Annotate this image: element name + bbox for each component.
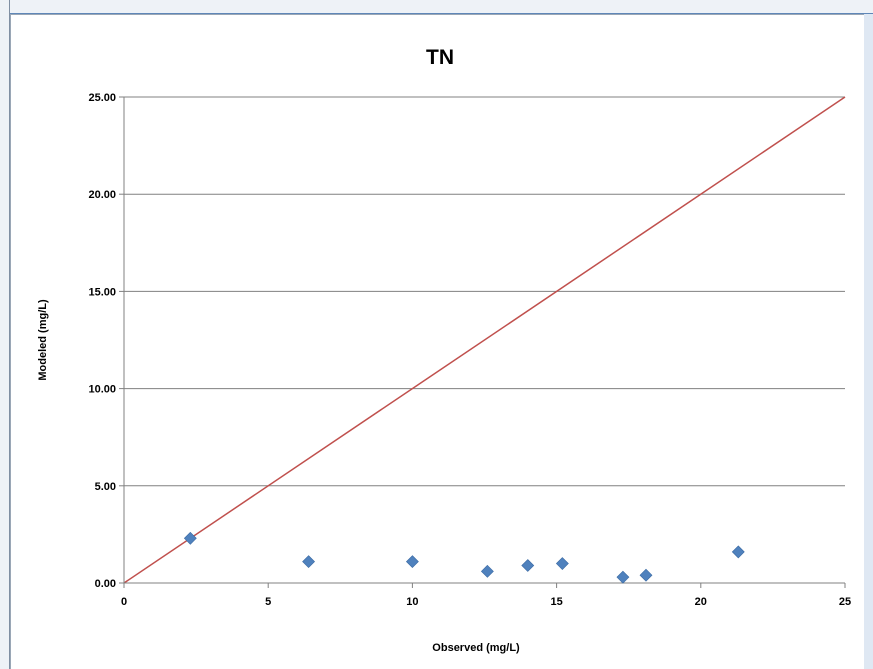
y-tick-label: 15.00	[88, 286, 116, 298]
data-point-diamond	[302, 555, 316, 569]
tick-labels: 0.00 5.00 10.00 15.00 20.00 25.00 0 5 10 15 20 25	[88, 92, 851, 608]
y-tick-label: 5.00	[95, 481, 116, 493]
one-to-one-line	[123, 96, 846, 584]
y-tick-label: 10.00	[88, 384, 116, 396]
data-point-diamond	[183, 531, 197, 545]
y-tick-label: 20.00	[88, 189, 116, 201]
y-axis-title: Modeled (mg/L)	[37, 299, 49, 381]
data-point-diamond	[731, 545, 745, 559]
window-left-edge	[0, 0, 10, 669]
data-point-diamond	[555, 557, 569, 570]
x-tick-label: 10	[406, 596, 418, 608]
reference-line-group	[123, 96, 846, 584]
window-top-edge	[10, 0, 873, 14]
x-tick-label: 5	[265, 596, 271, 608]
y-tick-label: 25.00	[88, 92, 116, 104]
x-tick-label: 20	[695, 596, 707, 608]
data-point-diamond	[405, 555, 419, 569]
x-tick-label: 15	[550, 596, 562, 608]
x-tick-label: 0	[121, 596, 127, 608]
chart-area	[10, 14, 864, 669]
y-tick-label: 0.00	[95, 578, 116, 590]
axes	[119, 96, 846, 588]
x-axis-title: Observed (mg/L)	[432, 642, 520, 654]
data-point-diamond	[480, 564, 494, 578]
data-point-diamond	[616, 570, 630, 584]
gridlines	[124, 96, 845, 487]
chart-title: TN	[426, 46, 454, 69]
x-tick-label: 25	[839, 596, 851, 608]
data-points	[183, 531, 745, 584]
data-point-diamond	[639, 568, 653, 582]
data-point-diamond	[521, 559, 535, 572]
